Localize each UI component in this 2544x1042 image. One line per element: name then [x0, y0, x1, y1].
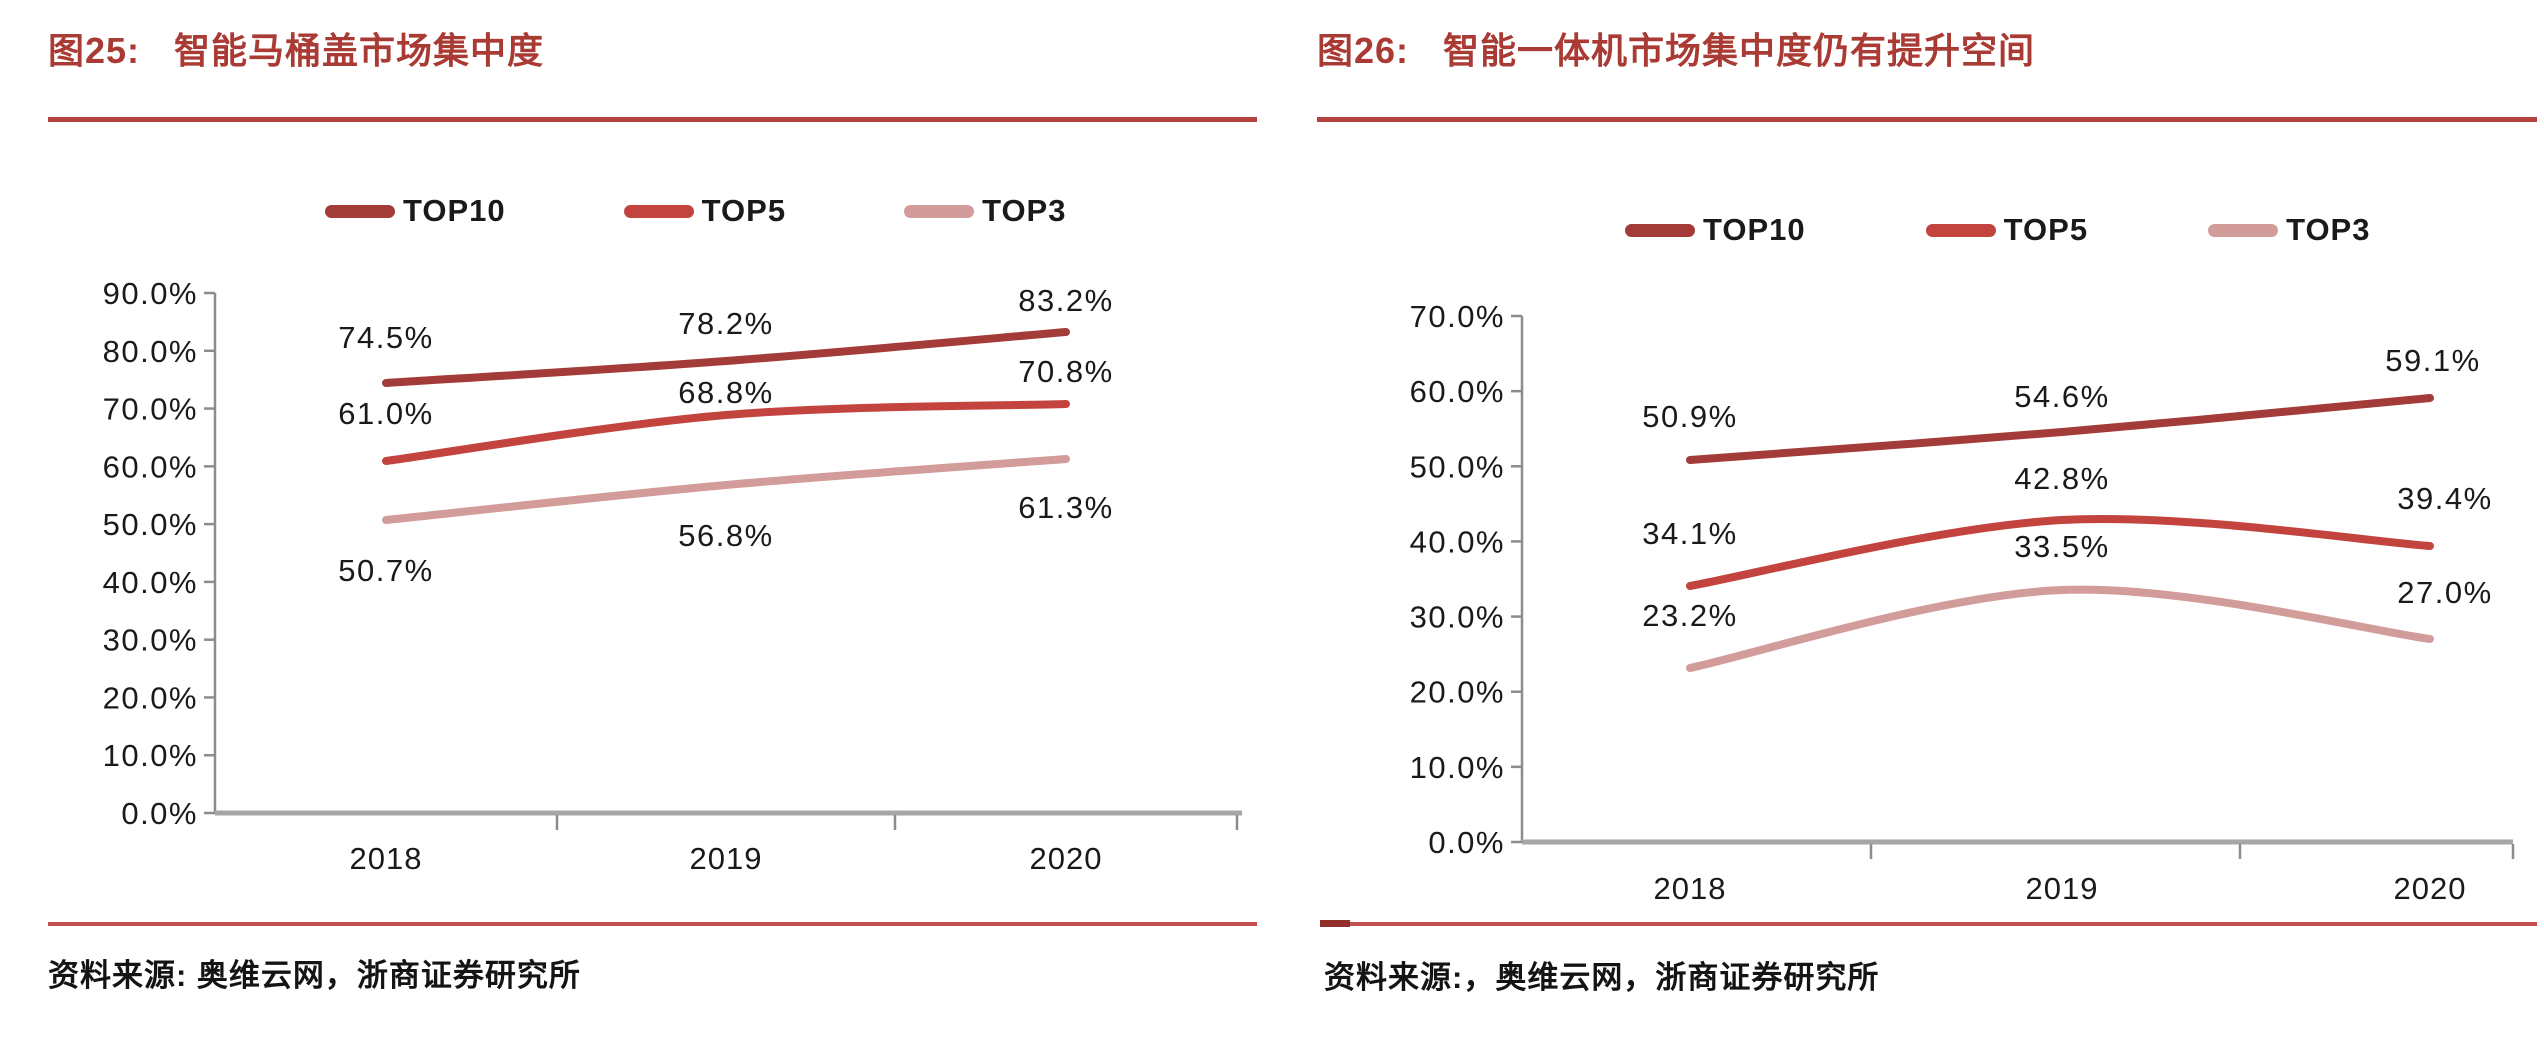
legend-item-top5: TOP5 [1925, 212, 2089, 248]
svg-text:33.5%: 33.5% [2014, 529, 2109, 564]
series-line-top10 [1686, 394, 2434, 464]
svg-text:80.0%: 80.0% [103, 334, 198, 369]
top10-line-swatch-icon [1625, 223, 1695, 237]
legend-item-top5: TOP5 [623, 193, 787, 229]
svg-text:40.0%: 40.0% [1410, 524, 1505, 559]
svg-text:0.0%: 0.0% [1428, 825, 1505, 860]
svg-text:10.0%: 10.0% [1410, 750, 1505, 785]
svg-text:74.5%: 74.5% [338, 320, 433, 355]
figure-26-legend: TOP10 TOP5 TOP3 [1625, 212, 2370, 248]
legend-label-top5: TOP5 [2003, 212, 2089, 247]
figure-25-legend: TOP10 TOP5 TOP3 [325, 193, 1066, 229]
legend-label-top10: TOP10 [403, 193, 506, 228]
figure-25-bottom-rule [48, 922, 1257, 926]
svg-text:60.0%: 60.0% [103, 449, 198, 484]
smart-toilet-lid-concentration-line-chart: 90.0% 80.0% 70.0% 60.0% 50.0% 40.0% 30.0% 20.0%… [103, 276, 1242, 876]
top5-line-swatch-icon [1925, 223, 1996, 237]
data-labels-top5: 61.0% 68.8% 70.8% [338, 354, 1113, 431]
data-labels-top10: 50.9% 54.6% 59.1% [1642, 343, 2480, 434]
svg-text:78.2%: 78.2% [678, 306, 773, 341]
svg-text:50.9%: 50.9% [1642, 399, 1737, 434]
svg-text:34.1%: 34.1% [1642, 516, 1737, 551]
x-axis: 2018 2019 2020 [1522, 839, 2515, 906]
top3-line-swatch-icon [904, 204, 975, 218]
svg-text:30.0%: 30.0% [103, 623, 198, 658]
figure-26-number: 图26: [1317, 30, 1410, 71]
figure-25-title-underline [48, 117, 1257, 122]
svg-text:23.2%: 23.2% [1642, 598, 1737, 633]
svg-text:61.3%: 61.3% [1018, 490, 1113, 525]
svg-text:20.0%: 20.0% [1410, 675, 1505, 710]
svg-text:0.0%: 0.0% [121, 796, 198, 831]
figure-25-source: 资料来源: 奥维云网，浙商证券研究所 [48, 958, 581, 993]
figure-25-panel: 图25: 智能马桶盖市场集中度 TOP10 TOP5 TOP3 90.0% 80.… [48, 22, 1257, 993]
svg-text:2020: 2020 [2394, 871, 2467, 906]
series-line-top10 [382, 328, 1070, 387]
svg-text:2018: 2018 [350, 841, 423, 876]
svg-text:59.1%: 59.1% [2385, 343, 2480, 378]
y-axis: 70.0% 60.0% 50.0% 40.0% 30.0% 20.0% 10.0% 0.0% [1410, 299, 1524, 860]
svg-text:2020: 2020 [1030, 841, 1103, 876]
svg-text:70.0%: 70.0% [103, 392, 198, 427]
svg-text:70.8%: 70.8% [1018, 354, 1113, 389]
legend-label-top10: TOP10 [1703, 212, 1806, 247]
svg-text:50.0%: 50.0% [103, 507, 198, 542]
svg-text:42.8%: 42.8% [2014, 461, 2109, 496]
figure-25-number: 图25: [48, 30, 141, 71]
figure-26-title-text: 智能一体机市场集中度仍有提升空间 [1443, 30, 2036, 71]
figure-25-title-text: 智能马桶盖市场集中度 [174, 30, 545, 71]
smart-integrated-toilet-concentration-line-chart: 70.0% 60.0% 50.0% 40.0% 30.0% 20.0% 10.0% 0.0% 2… [1410, 299, 2515, 906]
svg-text:2018: 2018 [1654, 871, 1727, 906]
svg-text:90.0%: 90.0% [103, 276, 198, 311]
figure-26-bottom-rule [1324, 922, 2537, 926]
top3-line-swatch-icon [2208, 223, 2279, 237]
svg-text:68.8%: 68.8% [678, 375, 773, 410]
svg-text:61.0%: 61.0% [338, 396, 433, 431]
svg-text:50.7%: 50.7% [338, 553, 433, 588]
y-axis: 90.0% 80.0% 70.0% 60.0% 50.0% 40.0% 30.0% 20.0%… [103, 276, 217, 831]
svg-text:2019: 2019 [690, 841, 763, 876]
svg-text:30.0%: 30.0% [1410, 600, 1505, 635]
x-axis: 2018 2019 2020 [215, 810, 1242, 876]
svg-text:39.4%: 39.4% [2397, 481, 2492, 516]
legend-item-top10: TOP10 [1625, 212, 1806, 248]
svg-text:27.0%: 27.0% [2397, 575, 2492, 610]
series-line-top3 [382, 455, 1070, 524]
figure-25-title-row: 图25: 智能马桶盖市场集中度 [48, 22, 544, 74]
figure-26-bottom-rule-dash [1320, 920, 1350, 927]
svg-text:56.8%: 56.8% [678, 518, 773, 553]
figure-26-title-underline [1317, 117, 2537, 122]
figure-26-source: 资料来源:，奥维云网，浙商证券研究所 [1324, 960, 1880, 995]
figure-26-title-row: 图26: 智能一体机市场集中度仍有提升空间 [1317, 22, 2035, 74]
legend-label-top5: TOP5 [701, 193, 787, 228]
legend-label-top3: TOP3 [2286, 212, 2371, 247]
data-labels-top10: 74.5% 78.2% 83.2% [338, 283, 1113, 355]
top5-line-swatch-icon [623, 204, 694, 218]
svg-text:60.0%: 60.0% [1410, 374, 1505, 409]
top10-line-swatch-icon [325, 204, 395, 218]
legend-item-top3: TOP3 [904, 193, 1066, 229]
svg-text:20.0%: 20.0% [103, 680, 198, 715]
series-line-top5 [382, 400, 1070, 465]
svg-text:10.0%: 10.0% [103, 738, 198, 773]
series-line-top3 [1686, 585, 2434, 672]
figure-26-panel: 图26: 智能一体机市场集中度仍有提升空间 TOP10 TOP5 TOP3 70… [1272, 0, 2544, 1042]
svg-text:2019: 2019 [2026, 871, 2099, 906]
legend-item-top3: TOP3 [2208, 212, 2370, 248]
svg-text:40.0%: 40.0% [103, 565, 198, 600]
data-labels-top5: 34.1% 42.8% 39.4% [1642, 461, 2492, 551]
svg-text:83.2%: 83.2% [1018, 283, 1113, 318]
svg-text:70.0%: 70.0% [1410, 299, 1505, 334]
series-line-top5 [1686, 514, 2434, 590]
legend-label-top3: TOP3 [982, 193, 1067, 228]
data-labels-top3: 50.7% 56.8% 61.3% [338, 490, 1113, 588]
svg-text:50.0%: 50.0% [1410, 449, 1505, 484]
data-labels-top3: 23.2% 33.5% 27.0% [1642, 529, 2492, 633]
svg-text:54.6%: 54.6% [2014, 379, 2109, 414]
legend-item-top10: TOP10 [325, 193, 506, 229]
